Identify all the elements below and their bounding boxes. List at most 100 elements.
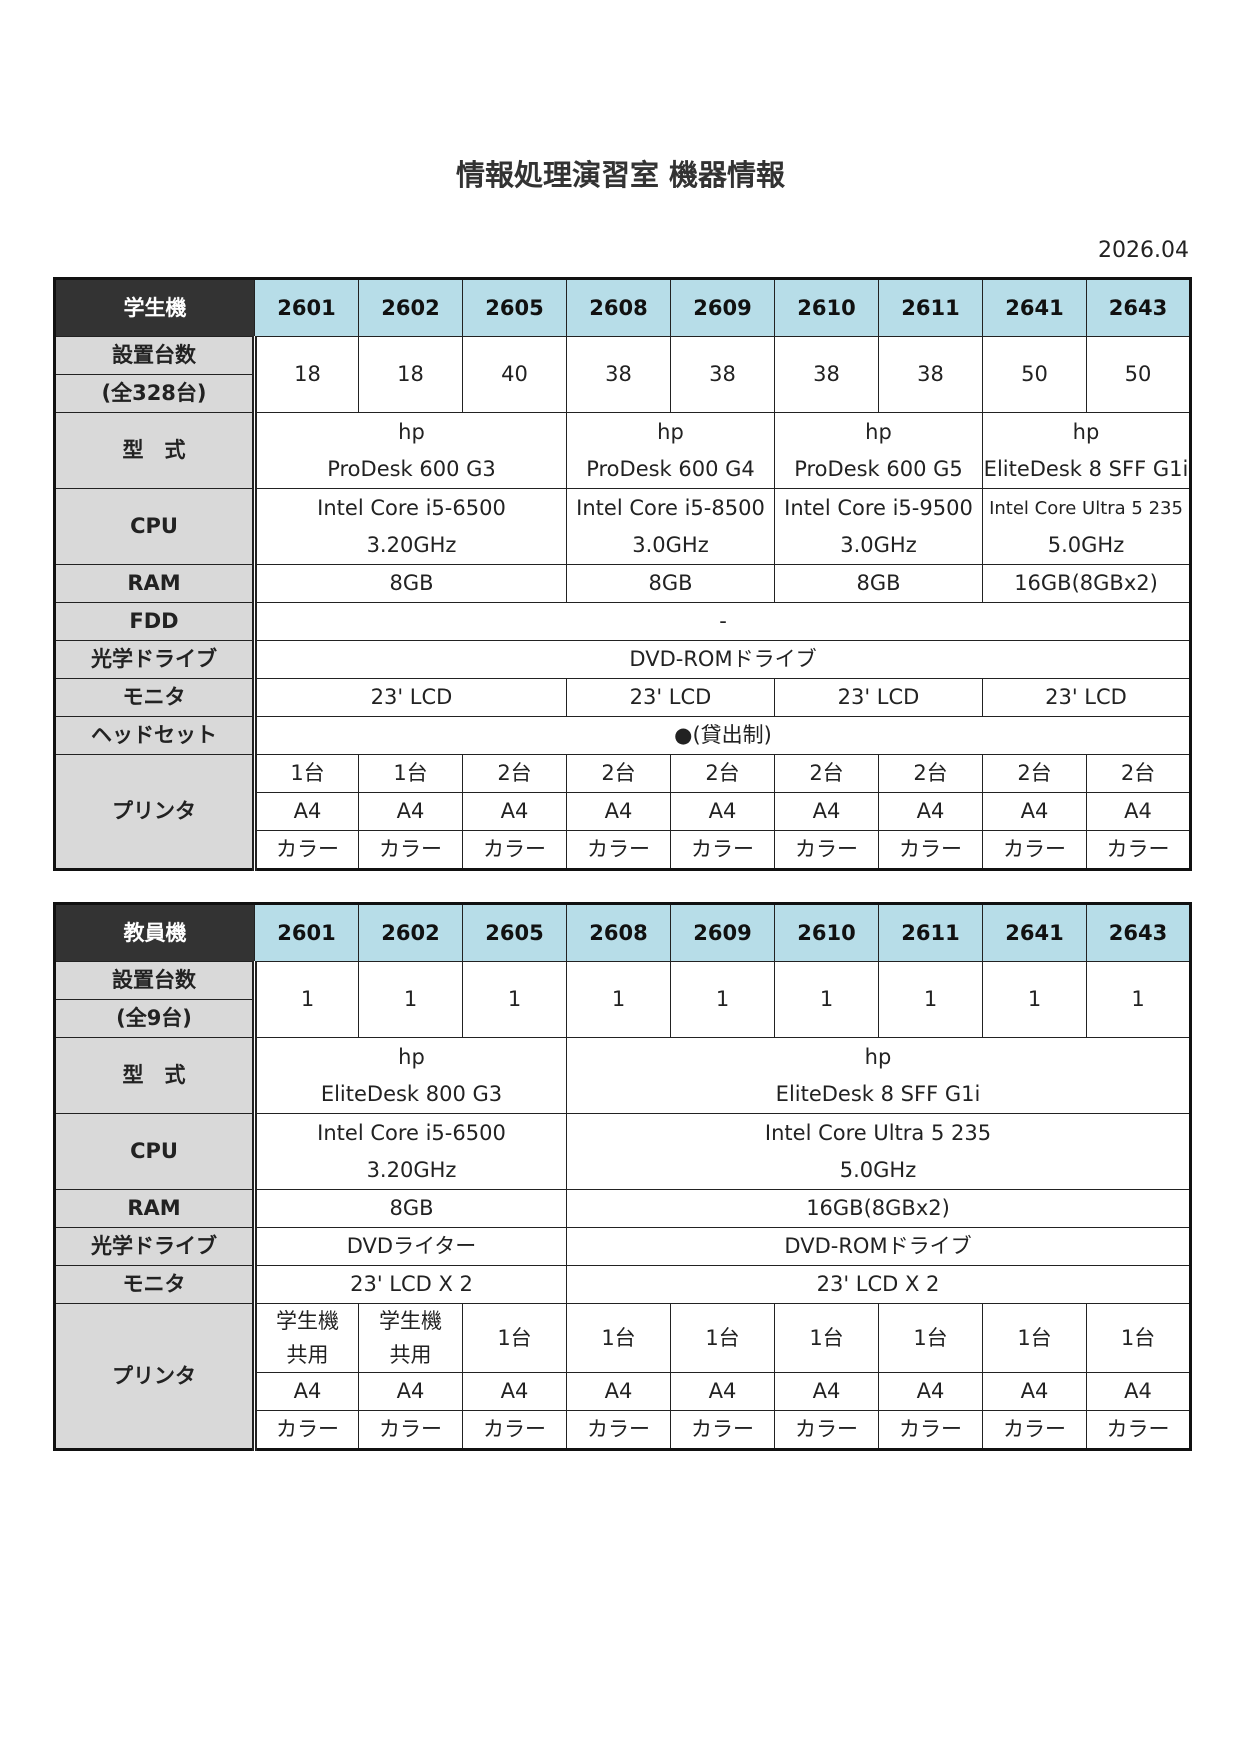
spec-value: Intel Core Ultra 5 235 5.0GHz	[566, 1113, 1191, 1190]
printer-value: カラー	[254, 1410, 359, 1450]
cell-line: 16GB(8GBx2)	[1014, 571, 1158, 595]
room-number: 2605	[462, 903, 567, 962]
printer-value: A4	[1086, 1372, 1191, 1411]
printer-row: A4 A4 A4 A4 A4 A4 A4 A4 A4	[55, 1372, 1191, 1411]
printer-label: プリンタ	[54, 1303, 257, 1450]
printer-value: 2台	[774, 754, 879, 793]
cell-line: 1台	[1120, 1325, 1156, 1350]
cell-line: 共用	[389, 1343, 432, 1367]
date-label: 2026.04	[1098, 238, 1189, 263]
cell-line: 2台	[1017, 761, 1052, 785]
printer-value: カラー	[566, 830, 671, 870]
count-value: 1	[358, 961, 463, 1038]
cell-line: 学生機	[379, 1309, 442, 1333]
count-label-line: (全9台)	[56, 999, 250, 1037]
cell-line: 1台	[809, 1325, 844, 1350]
spec-value: DVD-ROMドライブ	[566, 1227, 1191, 1266]
printer-value: A4	[254, 1372, 359, 1411]
printer-value: カラー	[982, 1410, 1087, 1450]
count-value: 1	[1086, 961, 1191, 1038]
student-machine-table: 学生機 2601 2602 2605 2608 2609 2610 2611 2641 2643 設…	[53, 277, 1192, 871]
cell-line: A4	[1124, 1379, 1152, 1403]
spec-row: モニタ 23' LCD 23' LCD 23' LCD 23' LCD	[54, 678, 1191, 717]
cell-line: A4	[396, 1379, 425, 1403]
printer-value: 1台	[566, 1303, 671, 1373]
printer-value: 2台	[982, 754, 1087, 793]
row-label: 型 式	[54, 1037, 257, 1114]
count-label: 設置台数 (全9台)	[54, 961, 257, 1038]
cell-line: カラー	[379, 837, 442, 861]
row-label: 光学ドライブ	[54, 640, 257, 679]
count-value: 18	[358, 336, 463, 413]
count-value: 1	[254, 961, 359, 1038]
page-title: 情報処理演習室 機器情報	[455, 158, 786, 192]
printer-value: 2台	[566, 754, 671, 793]
count-label-line: 設置台数	[112, 343, 196, 367]
spec-value: 8GB	[254, 564, 567, 603]
printer-value: A4	[1086, 792, 1191, 831]
cell-line: 1台	[497, 1325, 532, 1350]
spec-value: hp ProDesk 600 G5	[774, 412, 983, 489]
cell-line: 2台	[601, 761, 636, 785]
cell-line: Intel Core Ultra 5 235	[989, 497, 1183, 519]
cell-line: カラー	[899, 1417, 962, 1441]
cell-line: A4	[812, 799, 841, 823]
cell-line: hp	[398, 1044, 425, 1069]
cell-line: カラー	[379, 1417, 442, 1441]
cell-line: 5.0GHz	[839, 1157, 917, 1182]
printer-row: カラー カラー カラー カラー カラー カラー カラー カラー カラー	[55, 830, 1191, 870]
cell-line: EliteDesk 8 SFF G1i	[983, 456, 1189, 481]
printer-value: A4	[358, 1372, 463, 1411]
cell-line: A4	[396, 799, 425, 823]
header-row: 教員機 2601 2602 2605 2608 2609 2610 2611 2641 2643	[54, 903, 1191, 962]
printer-value: カラー	[358, 830, 463, 870]
count-value: 18	[254, 336, 359, 413]
cell-line: -	[719, 609, 727, 633]
printer-value: 1台	[254, 754, 359, 793]
teacher-machine-table: 教員機 2601 2602 2605 2608 2609 2610 2611 2641 2643 設…	[53, 902, 1192, 1451]
spec-row: FDD -	[54, 602, 1191, 641]
row-label: CPU	[54, 488, 257, 565]
printer-value: A4	[566, 1372, 671, 1411]
cell-line: A4	[812, 1379, 841, 1403]
spec-row: 光学ドライブ DVDライター DVD-ROMドライブ	[54, 1227, 1191, 1266]
printer-value: A4	[670, 792, 775, 831]
printer-value: 1台	[774, 1303, 879, 1373]
printer-value: A4	[982, 1372, 1087, 1411]
spec-row: CPU Intel Core i5-6500 3.20GHz Intel Core U…	[54, 1113, 1191, 1190]
cell-line: 3.0GHz	[840, 532, 917, 557]
spec-value: hp EliteDesk 800 G3	[254, 1037, 567, 1114]
spec-value: 23' LCD X 2	[254, 1265, 567, 1304]
room-number: 2611	[878, 903, 983, 962]
cell-line: 23' LCD X 2	[350, 1272, 473, 1296]
room-number: 2643	[1086, 903, 1191, 962]
row-label: RAM	[54, 1189, 257, 1228]
spec-row: 型 式 hp EliteDesk 800 G3 hp EliteDesk 8 SFF G…	[54, 1037, 1191, 1114]
header-row: 学生機 2601 2602 2605 2608 2609 2610 2611 2641 2643	[54, 278, 1191, 337]
cell-line: A4	[293, 799, 322, 823]
cell-line: 2台	[913, 761, 948, 785]
spec-value: hp ProDesk 600 G3	[254, 412, 567, 489]
cell-line: A4	[1020, 799, 1049, 823]
cell-line: 2台	[705, 761, 740, 785]
cell-line: ProDesk 600 G5	[794, 456, 963, 481]
count-value: 1	[566, 961, 671, 1038]
cell-line: カラー	[795, 837, 858, 861]
cell-line: hp	[398, 419, 425, 444]
printer-value: A4	[878, 792, 983, 831]
printer-row: プリンタ 1台 1台 2台 2台 2台 2台 2台 2台 2台	[54, 754, 1191, 870]
printer-value: カラー	[670, 830, 775, 870]
room-number: 2641	[982, 903, 1087, 962]
cell-line: A4	[293, 1379, 322, 1403]
cell-line: Intel Core i5-9500	[784, 495, 973, 520]
cell-line: 2台	[497, 761, 532, 785]
room-number: 2641	[982, 278, 1087, 337]
spec-value: Intel Core i5-9500 3.0GHz	[774, 488, 983, 565]
cell-line: カラー	[276, 837, 339, 861]
spec-value: DVDライター	[254, 1227, 567, 1266]
spec-row: ヘッドセット ●(貸出制)	[54, 716, 1191, 755]
cell-line: hp	[1072, 419, 1100, 444]
spec-value: DVD-ROMドライブ	[254, 640, 1191, 679]
printer-value: A4	[982, 792, 1087, 831]
cell-line: 3.0GHz	[632, 532, 709, 557]
